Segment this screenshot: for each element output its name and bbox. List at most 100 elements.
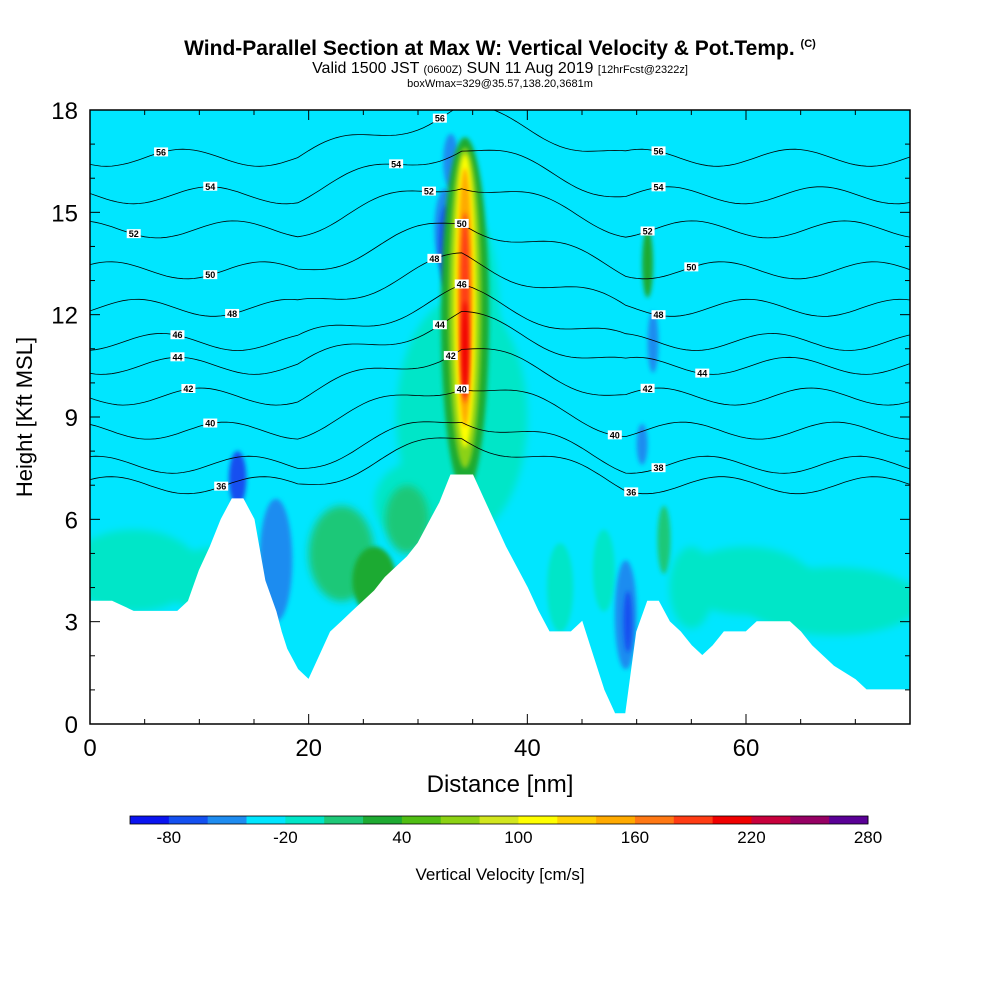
x-axis-label: Distance [nm] (427, 771, 574, 798)
isentrope-label-bg (454, 279, 469, 289)
isentrope-label: 48 (429, 254, 439, 264)
isentrope-label: 40 (205, 419, 215, 429)
isentrope-42 (90, 348, 910, 406)
isentrope-label: 50 (457, 219, 467, 229)
terrain (89, 474, 911, 725)
velocity-blob (647, 311, 659, 373)
y-tick-label: 6 (65, 507, 78, 534)
isentrope-label-bg (432, 320, 447, 330)
colorbar-tick-label: -80 (157, 828, 182, 847)
y-tick-label: 9 (65, 405, 78, 432)
isentrope-label-bg (640, 383, 655, 393)
y-axis-label: Height [Kft MSL] (12, 337, 37, 497)
isentrope-40 (90, 389, 910, 440)
colorbar-swatch (440, 816, 481, 824)
velocity-blob (623, 590, 633, 653)
colorbar-swatch (130, 816, 170, 824)
isentrope-label-bg (684, 262, 699, 272)
colorbar-swatch (324, 816, 364, 824)
velocity-blob (228, 451, 247, 506)
isentrope-label-bg (170, 352, 185, 362)
velocity-blob (636, 423, 648, 465)
isentrope-54 (90, 149, 910, 205)
colorbar-frame (129, 815, 869, 825)
isentrope-label-bg (203, 181, 218, 191)
colorbar-tick-label: 100 (504, 828, 532, 847)
isentrope-label-bg (389, 159, 404, 169)
isentrope-label: 36 (626, 487, 636, 497)
y-tick-label: 3 (65, 610, 78, 637)
isentrope-label-bg (651, 182, 666, 192)
isentrope-label-bg (421, 186, 436, 196)
colorbar-swatch (207, 816, 248, 824)
isentrope-label-bg (170, 330, 185, 340)
colorbar-swatch (168, 816, 209, 824)
x-tick-label: 60 (733, 735, 760, 762)
isentrope-label: 48 (227, 309, 237, 319)
isentrope-label: 40 (610, 430, 620, 440)
colorbar-tick-label: 160 (621, 828, 649, 847)
isentrope-label: 42 (183, 384, 193, 394)
chart-title-text: Wind-Parallel Section at Max W: Vertical… (184, 37, 795, 60)
isentrope-label-bg (454, 218, 469, 228)
colorbar-label: Vertical Velocity [cm/s] (415, 865, 584, 884)
isentrope-label-bg (214, 481, 229, 491)
isentrope-label: 54 (391, 159, 401, 169)
isentrope-label: 38 (654, 463, 664, 473)
colorbar-swatch (712, 816, 752, 824)
isentrope-label-bg (651, 146, 666, 156)
updraft-core (461, 301, 469, 397)
colorbar-swatch (596, 816, 636, 824)
isentrope-label-bg (225, 308, 240, 318)
isentrope-46 (90, 284, 910, 351)
velocity-blob (547, 543, 574, 632)
isentrope-label-bg (454, 384, 469, 394)
isentrope-label-bg (443, 351, 458, 361)
colorbar-swatch (363, 816, 403, 824)
y-tick-label: 12 (51, 303, 78, 330)
isentrope-label: 54 (205, 182, 215, 192)
colorbar-swatch (401, 816, 442, 824)
isentrope-label: 42 (446, 351, 456, 361)
colorbar: -80 -20 40 100 160 220 280 Vertical Velocity [c… (129, 815, 882, 884)
isentrope-50 (90, 222, 910, 280)
isentrope-label-bg (607, 430, 622, 440)
isentrope-label: 44 (172, 352, 182, 362)
colorbar-swatch (246, 816, 286, 824)
colorbar-swatch (479, 816, 519, 824)
isentrope-56 (90, 110, 910, 167)
colorbar-swatch (557, 816, 597, 824)
isentrope-label: 40 (457, 385, 467, 395)
isentrope-label-bg (126, 229, 141, 239)
chart-title: Wind-Parallel Section at Max W: Vertical… (0, 37, 1000, 61)
x-tick-label: 20 (295, 735, 322, 762)
colorbar-swatch (285, 816, 325, 824)
isentrope-label: 50 (205, 270, 215, 280)
isentrope-label-bg (651, 310, 666, 320)
isentrope-label: 54 (654, 182, 664, 192)
isentrope-label: 44 (435, 320, 445, 330)
isentrope-label: 56 (156, 147, 166, 157)
isentrope-label: 42 (643, 384, 653, 394)
isentrope-label-bg (695, 368, 710, 378)
isentrope-52 (90, 188, 910, 239)
y-tick-label: 15 (51, 200, 78, 227)
isentrope-label-bg (651, 463, 666, 473)
velocity-blob (657, 505, 671, 574)
isentrope-label: 56 (654, 146, 664, 156)
isentrope-label: 50 (686, 262, 696, 272)
isentrope-38 (90, 421, 910, 474)
colorbar-tick-label: 40 (392, 828, 411, 847)
isentrope-label: 44 (697, 369, 707, 379)
colorbar-swatch (790, 816, 830, 824)
valid-time-utc: (0600Z) (423, 64, 463, 76)
isentrope-label-bg (427, 253, 442, 263)
colorbar-swatch (829, 816, 869, 824)
chart-subtitle: Valid 1500 JST (0600Z) SUN 11 Aug 2019 [… (0, 60, 1000, 78)
isentrope-label-bg (624, 487, 639, 497)
isentrope-label: 56 (435, 114, 445, 124)
colorbar-tick-label: 220 (737, 828, 765, 847)
isentrope-label-bg (181, 383, 196, 393)
